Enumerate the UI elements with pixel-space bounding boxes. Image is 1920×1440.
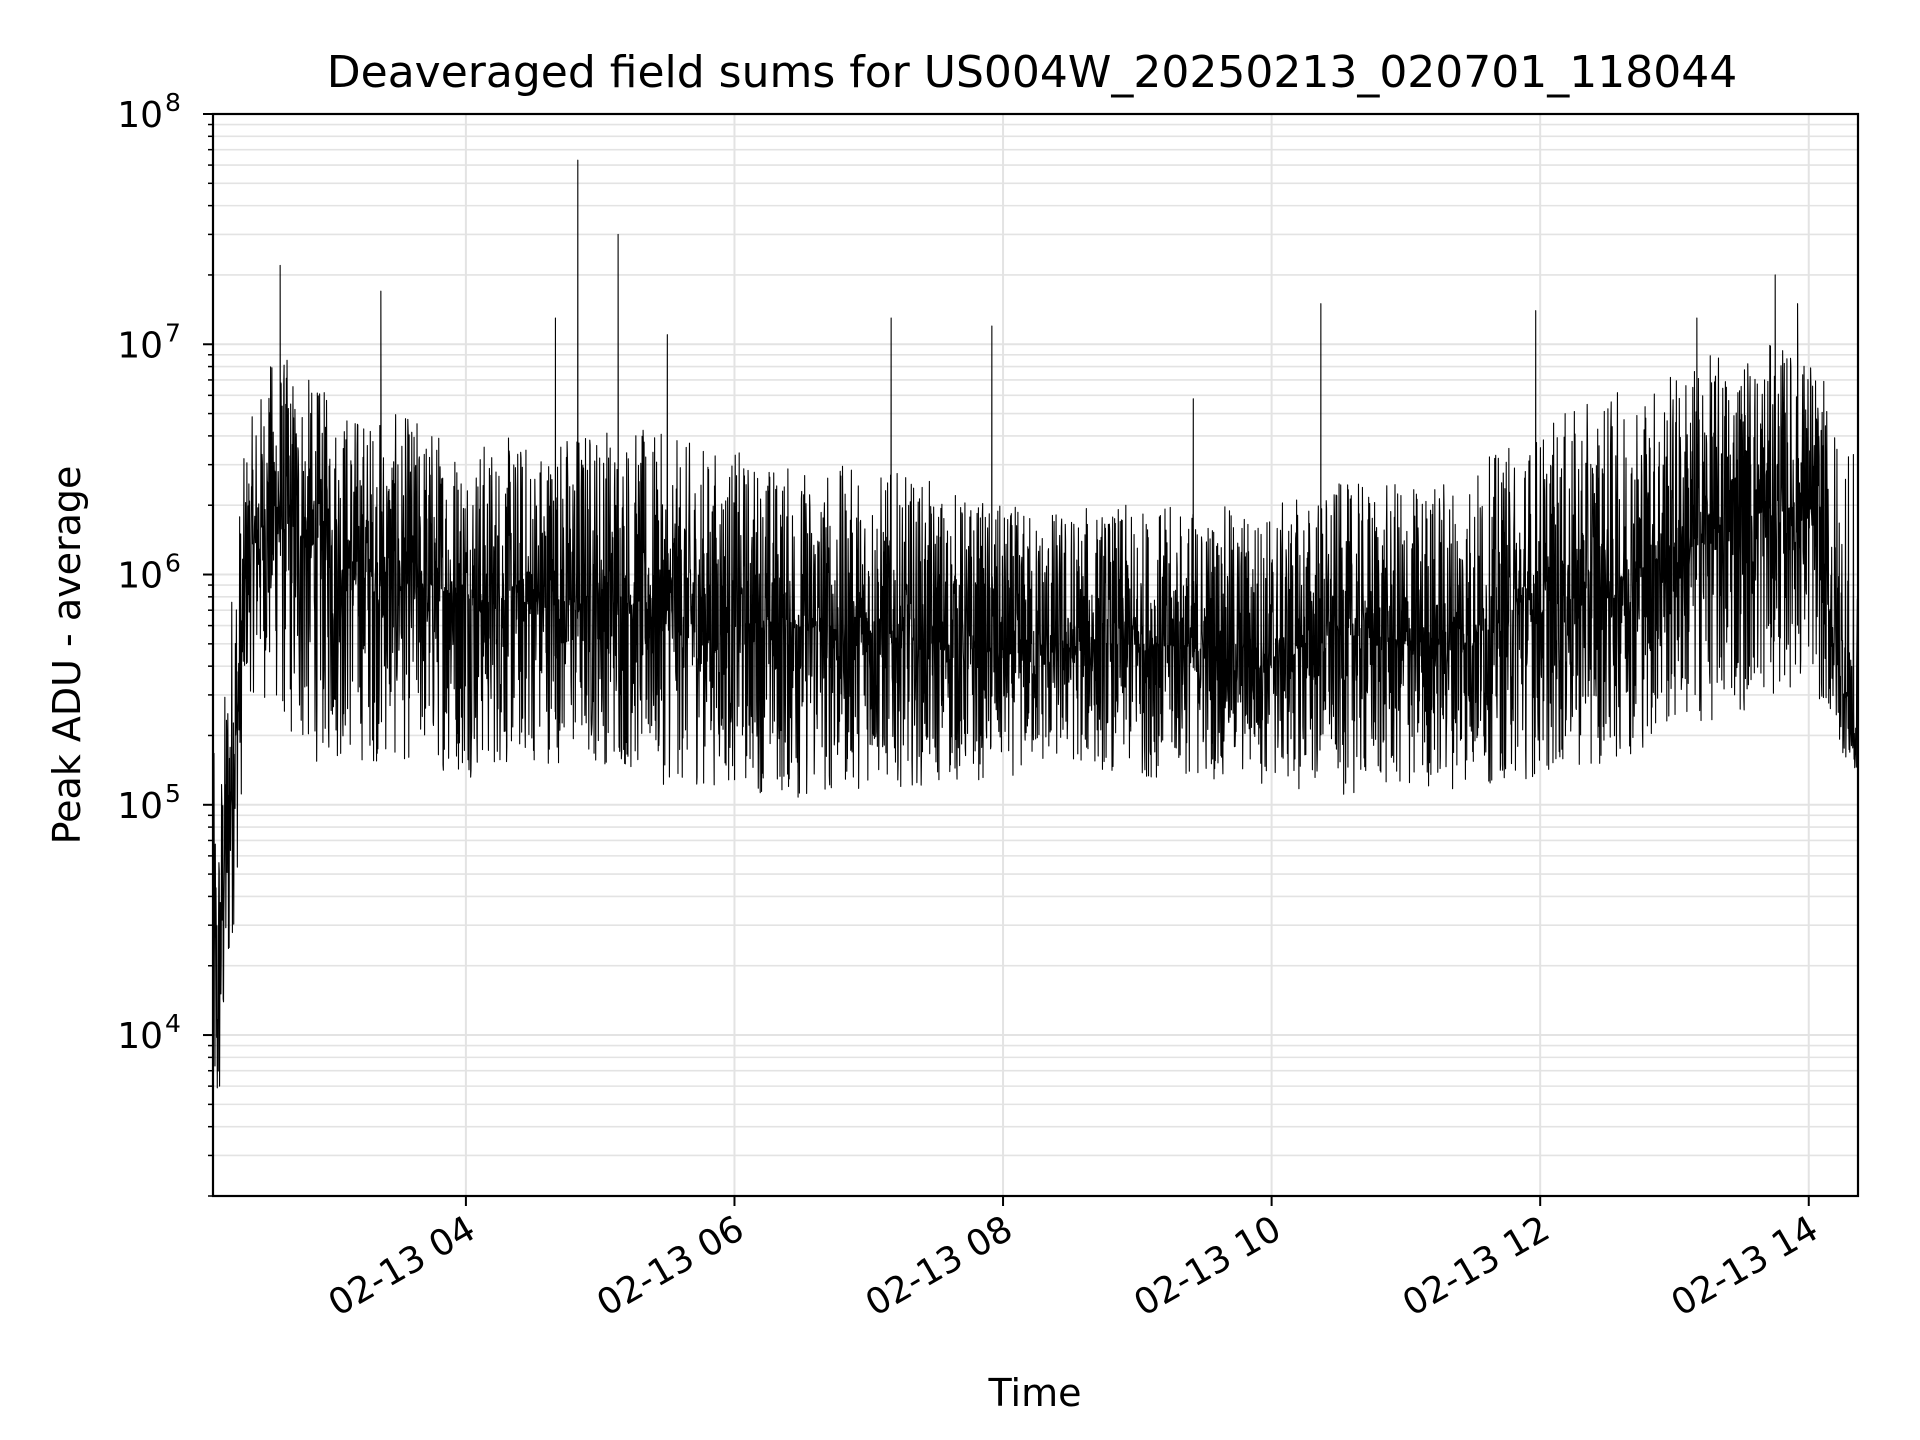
y-tick-label-exponent: 5 — [165, 779, 181, 808]
axes-frame — [211, 112, 1860, 1198]
y-tick-label: 10 5 — [117, 779, 181, 827]
y-tick-label-base: 10 — [117, 786, 163, 827]
y-tick-label-exponent: 6 — [165, 549, 181, 578]
y-tick-label: 10 4 — [117, 1009, 181, 1057]
y-tick-label-exponent: 4 — [165, 1009, 181, 1038]
y-tick-label-base: 10 — [117, 325, 163, 366]
plot-area — [212, 159, 1859, 1089]
y-tick-label: 10 6 — [117, 549, 181, 597]
y-tick-label-base: 10 — [117, 95, 163, 136]
x-axis-label: Time — [988, 1371, 1082, 1415]
y-tick-label: 10 8 — [117, 88, 181, 136]
y-tick-label-base: 10 — [117, 556, 163, 597]
y-tick-label-exponent: 8 — [165, 88, 181, 117]
y-tick-label-exponent: 7 — [165, 318, 181, 347]
chart-title: Deaveraged field sums for US004W_2025021… — [327, 47, 1738, 98]
y-tick-label: 10 7 — [117, 318, 181, 366]
y-tick-label-base: 10 — [117, 1016, 163, 1057]
y-axis-label: Peak ADU - average — [45, 466, 89, 845]
series-line — [212, 159, 1859, 1089]
